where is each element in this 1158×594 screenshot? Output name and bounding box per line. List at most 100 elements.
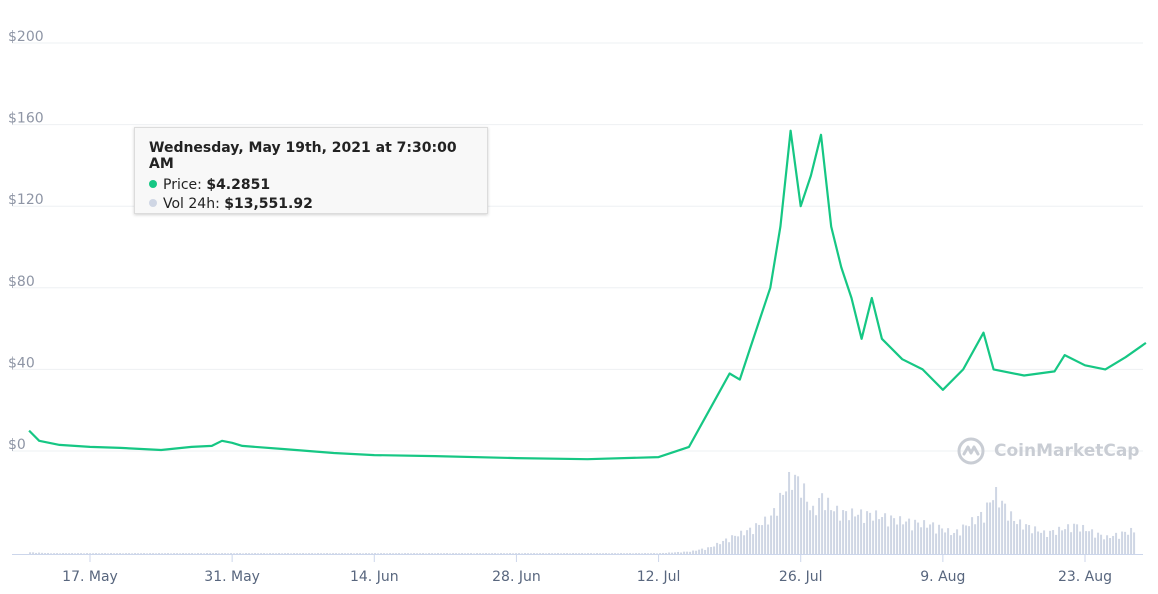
volume-bar: [98, 553, 101, 554]
volume-bar: [1127, 534, 1130, 554]
volume-bar: [479, 553, 482, 554]
volume-bar: [374, 553, 377, 554]
volume-bar: [50, 553, 53, 554]
volume-bar: [1094, 537, 1097, 554]
volume-bar: [221, 553, 224, 554]
volume-bar: [179, 553, 182, 554]
volume-bar: [803, 483, 806, 554]
x-axis: 17. May 31. May 14. Jun 28. Jun 12. Jul 26. J…: [12, 554, 1143, 585]
volume-bar: [1058, 526, 1061, 554]
volume-bar: [392, 553, 395, 554]
volume-bar: [74, 553, 77, 554]
volume-bar: [971, 517, 974, 554]
volume-bar: [416, 553, 419, 554]
volume-bar: [821, 493, 824, 554]
x-tick-label: 9. Aug: [920, 569, 965, 585]
volume-bar: [53, 553, 56, 554]
volume-bar: [746, 530, 749, 554]
y-tick-label: $200: [8, 29, 44, 45]
x-tick-label: 31. May: [204, 569, 260, 585]
volume-bar: [197, 553, 200, 554]
volume-bar: [524, 553, 527, 554]
volume-bar: [1031, 533, 1034, 554]
volume-bar: [779, 492, 782, 554]
volume-bar: [1055, 534, 1058, 554]
volume-bar: [617, 553, 620, 554]
y-axis-labels: $200 $160 $120 $80 $40 $0: [8, 29, 44, 453]
x-tick-label: 26. Jul: [779, 569, 823, 585]
volume-bar: [119, 553, 122, 554]
x-tick-label: 14. Jun: [350, 569, 399, 585]
volume-bar: [692, 550, 695, 554]
volume-bar: [989, 502, 992, 554]
volume-bar: [962, 524, 965, 554]
volume-bar: [413, 553, 416, 554]
volume-bar: [1079, 531, 1082, 554]
volume-bar: [80, 553, 83, 554]
volume-bar: [362, 553, 365, 554]
volume-bar: [641, 553, 644, 554]
volume-bar: [152, 553, 155, 554]
volume-bar: [464, 553, 467, 554]
volume-bar: [902, 524, 905, 554]
volume-bar: [317, 553, 320, 554]
volume-bar: [281, 553, 284, 554]
volume-bar: [1073, 523, 1076, 554]
volume-bar: [212, 553, 215, 554]
volume-bar: [113, 553, 116, 554]
volume-bar: [41, 552, 44, 554]
volume-bar: [827, 497, 830, 554]
volume-bar: [305, 553, 308, 554]
volume-bar: [326, 553, 329, 554]
volume-bar: [365, 553, 368, 554]
volume-bar: [992, 500, 995, 554]
price-series: [28, 129, 1147, 461]
volume-bar: [254, 553, 257, 554]
volume-bar: [311, 553, 314, 554]
volume-bar: [755, 523, 758, 554]
volume-bar: [230, 553, 233, 554]
volume-bar: [386, 553, 389, 554]
volume-bar: [137, 553, 140, 554]
volume-bar: [716, 542, 719, 554]
volume-bar: [476, 553, 479, 554]
volume-bar: [515, 553, 518, 554]
volume-bar: [587, 553, 590, 554]
volume-bar: [1091, 529, 1094, 554]
volume-bar: [143, 553, 146, 554]
volume-bar: [638, 553, 641, 554]
volume-bar: [314, 553, 317, 554]
volume-bar: [116, 553, 119, 554]
volume-bar: [350, 553, 353, 554]
volume-bar: [341, 553, 344, 554]
volume-bar: [56, 553, 59, 554]
volume-bar: [794, 474, 797, 554]
volume-bar: [767, 524, 770, 554]
volume-bar: [485, 553, 488, 554]
volume-bar: [737, 536, 740, 554]
volume-bar: [209, 553, 212, 554]
volume-bar: [980, 511, 983, 554]
volume-bar: [71, 553, 74, 554]
volume-bar: [890, 515, 893, 554]
volume-bar: [134, 553, 137, 554]
volume-bar: [776, 515, 779, 554]
volume-bar: [1022, 529, 1025, 554]
volume-bar: [200, 553, 203, 554]
volume-bar: [278, 553, 281, 554]
volume-bar: [731, 535, 734, 554]
volume-bar: [683, 551, 686, 554]
volume-bar: [788, 471, 791, 554]
volume-bar: [860, 509, 863, 554]
volume-bar: [503, 553, 506, 554]
volume-bar: [710, 547, 713, 554]
volume-bar: [236, 553, 239, 554]
volume-bar: [677, 551, 680, 554]
volume-bar: [839, 520, 842, 554]
volume-bar: [830, 510, 833, 554]
volume-bar: [581, 553, 584, 554]
volume-bar: [1133, 532, 1136, 554]
volume-bar: [1049, 530, 1052, 554]
volume-bar: [410, 553, 413, 554]
